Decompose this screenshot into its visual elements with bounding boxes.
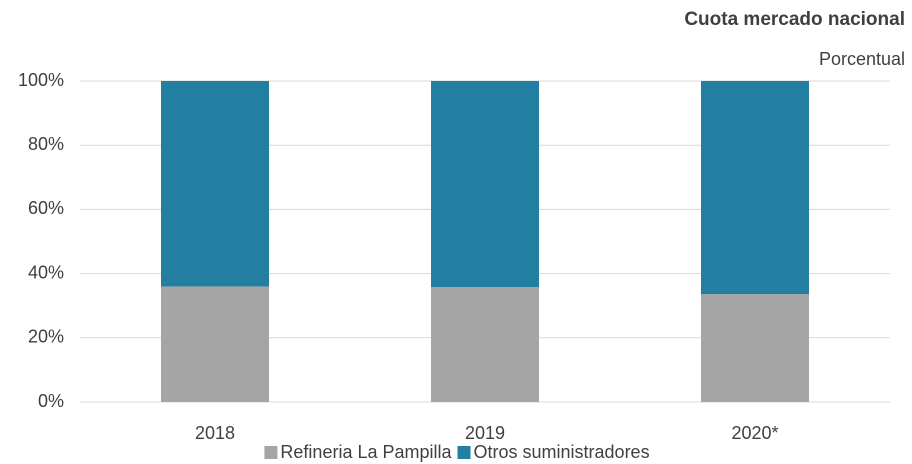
x-tick-label: 2019 <box>465 423 505 443</box>
x-tick-label: 2020* <box>731 423 778 443</box>
bar-segment <box>701 81 809 295</box>
y-tick-label: 80% <box>28 134 64 154</box>
chart-subtitle: Porcentual <box>819 49 905 69</box>
bar-segment <box>431 287 539 402</box>
y-tick-label: 40% <box>28 262 64 282</box>
x-tick-label: 2018 <box>195 423 235 443</box>
legend-swatch <box>457 446 471 459</box>
legend-item: Refineria La Pampilla <box>264 442 452 462</box>
bar-segment <box>431 81 539 288</box>
legend-item: Otros suministradores <box>457 442 650 462</box>
y-tick-label: 0% <box>38 391 64 411</box>
bar-segment <box>161 81 269 287</box>
legend-label: Refineria La Pampilla <box>280 442 452 462</box>
bar-segment <box>701 294 809 402</box>
y-tick-label: 20% <box>28 327 64 347</box>
bar-segment <box>161 286 269 402</box>
y-tick-label: 60% <box>28 198 64 218</box>
y-tick-label: 100% <box>18 70 64 90</box>
legend-swatch <box>264 446 278 459</box>
chart-title: Cuota mercado nacional <box>684 9 905 30</box>
legend-label: Otros suministradores <box>474 442 650 462</box>
